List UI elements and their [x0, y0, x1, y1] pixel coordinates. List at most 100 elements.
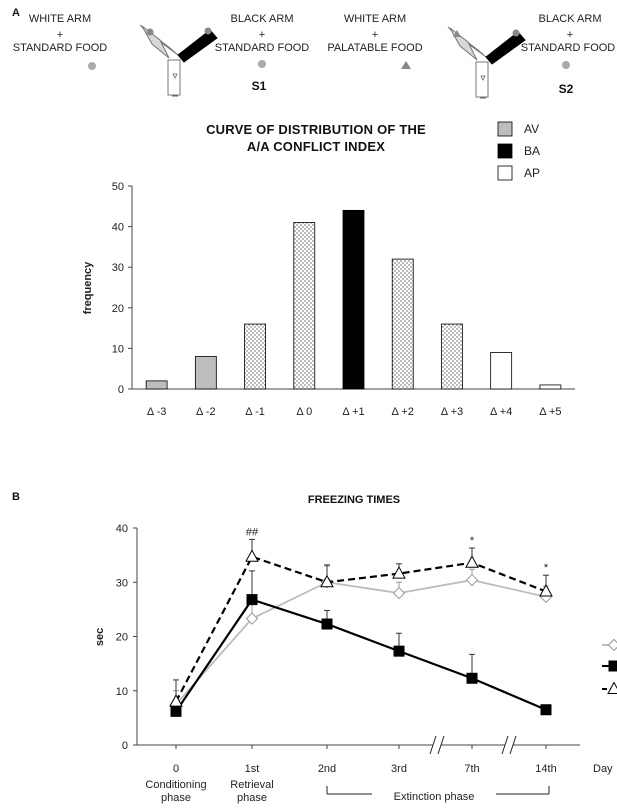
bar-8: [491, 352, 512, 389]
s1-right-line-3: STANDARD FOOD: [215, 42, 310, 54]
s1-standard-food-circle-icon-right: [258, 60, 266, 68]
legend-marker-triangle: [608, 683, 617, 694]
line-x-tick-label: 1st: [245, 763, 260, 775]
s2-right-line-1: BLACK ARM: [539, 13, 602, 25]
line-y-tick-label: 30: [116, 577, 128, 589]
legend-label: BA: [524, 144, 540, 158]
bar-3: [245, 324, 266, 389]
bar-category-label: Δ +2: [392, 406, 414, 418]
bar-category-label: Δ +4: [490, 406, 512, 418]
s1-left-line-3: STANDARD FOOD: [13, 42, 108, 54]
bar-chart-title-line-2: A/A CONFLICT INDEX: [247, 139, 385, 154]
series-square: [171, 571, 552, 717]
bar-y-tick-label: 10: [112, 343, 124, 355]
marker-square: [394, 646, 405, 657]
bar-y-tick-label: 20: [112, 303, 124, 315]
line-chart-legend: [602, 640, 617, 694]
bar-2: [195, 357, 216, 389]
significance-annotation: ##: [246, 526, 259, 538]
significance-annotation: *: [470, 535, 475, 547]
marker-diamond: [394, 588, 405, 599]
s2-y-maze-icon: [448, 27, 525, 98]
s1-left-line-1: WHITE ARM: [29, 13, 91, 25]
line-x-sub-label: phase: [237, 792, 267, 804]
s2-right-line-2: +: [567, 29, 573, 41]
line-chart-title: FREEZING TIMES: [308, 494, 400, 506]
bar-category-label: Δ -1: [245, 406, 265, 418]
bar-5: [343, 210, 364, 389]
legend-marker-diamond: [609, 640, 617, 651]
s1-right-line-2: +: [259, 29, 265, 41]
series-line-square: [176, 600, 546, 712]
legend-marker-square: [609, 661, 617, 672]
bar-y-tick-label: 50: [112, 181, 124, 193]
line-x-tick-label: 2nd: [318, 763, 336, 775]
s1-y-maze-icon: [140, 25, 217, 96]
bar-4: [294, 223, 315, 389]
s2-session-label: S2: [559, 82, 574, 96]
marker-diamond: [467, 575, 478, 586]
line-x-sub-label: Conditioning: [145, 779, 206, 791]
line-chart-axes: 0102030400Conditioningphase1stRetrievalp…: [116, 523, 580, 804]
panel-a-label: A: [12, 7, 20, 19]
line-x-tick-label: 0: [173, 763, 179, 775]
legend-swatch-ap: [498, 166, 512, 180]
line-x-tick-label: 7th: [464, 763, 479, 775]
s1-left-line-2: +: [57, 29, 63, 41]
panel-b-label: B: [12, 491, 20, 503]
legend-label: AV: [524, 122, 539, 136]
bar-chart-bars: Δ -3 Δ -2 Δ -1 Δ 0 Δ +1 Δ +2 Δ +3 Δ +4 Δ +5: [146, 210, 561, 418]
bar-category-label: Δ +5: [539, 406, 561, 418]
line-x-sub-label: phase: [161, 792, 191, 804]
bar-category-label: Δ +3: [441, 406, 463, 418]
line-chart-ylabel: sec: [94, 628, 106, 646]
series-triangle: [170, 539, 552, 706]
bar-chart-ylabel: frequency: [82, 261, 94, 314]
extinction-phase-label: Extinction phase: [394, 791, 475, 803]
bar-category-label: Δ -3: [147, 406, 167, 418]
line-y-tick-label: 40: [116, 523, 128, 535]
marker-square: [171, 706, 182, 717]
line-y-tick-label: 20: [116, 632, 128, 644]
bar-y-tick-label: 0: [118, 384, 124, 396]
bar-chart-legend: AV BA AP: [498, 122, 540, 180]
marker-triangle: [466, 556, 478, 567]
bar-category-label: Δ +1: [342, 406, 364, 418]
marker-triangle: [246, 550, 258, 561]
significance-annotation: *: [544, 562, 549, 574]
bar-category-label: Δ 0: [296, 406, 312, 418]
marker-square: [467, 673, 478, 684]
legend-label: AP: [524, 166, 540, 180]
bar-9: [540, 385, 561, 389]
s2-left-line-1: WHITE ARM: [344, 13, 406, 25]
bar-1: [146, 381, 167, 389]
bar-category-label: Δ -2: [196, 406, 216, 418]
bar-6: [392, 259, 413, 389]
line-chart-series: ## * *: [170, 526, 552, 716]
marker-square: [541, 704, 552, 715]
line-x-sub-label: Retrieval: [230, 779, 273, 791]
marker-square: [322, 619, 333, 630]
s2-right-line-3: STANDARD FOOD: [521, 42, 616, 54]
bar-7: [441, 324, 462, 389]
line-y-tick-label: 10: [116, 686, 128, 698]
s2-left-line-2: +: [372, 29, 378, 41]
s2-left-line-3: PALATABLE FOOD: [327, 42, 422, 54]
bar-chart-title-line-1: CURVE OF DISTRIBUTION OF THE: [206, 122, 426, 137]
s2-palatable-food-triangle-icon: [401, 61, 411, 69]
bar-y-tick-label: 40: [112, 222, 124, 234]
legend-swatch-ba: [498, 144, 512, 158]
s1-right-line-1: BLACK ARM: [231, 13, 294, 25]
s1-standard-food-circle-icon: [88, 62, 96, 70]
s1-session-label: S1: [252, 79, 267, 93]
bar-y-tick-label: 30: [112, 262, 124, 274]
legend-swatch-av: [498, 122, 512, 136]
line-y-tick-label: 0: [122, 740, 128, 752]
line-x-tick-label: 14th: [535, 763, 556, 775]
line-chart-x-unit: Day: [593, 763, 613, 775]
line-x-tick-label: 3rd: [391, 763, 407, 775]
s2-standard-food-circle-icon: [562, 61, 570, 69]
marker-square: [247, 594, 258, 605]
